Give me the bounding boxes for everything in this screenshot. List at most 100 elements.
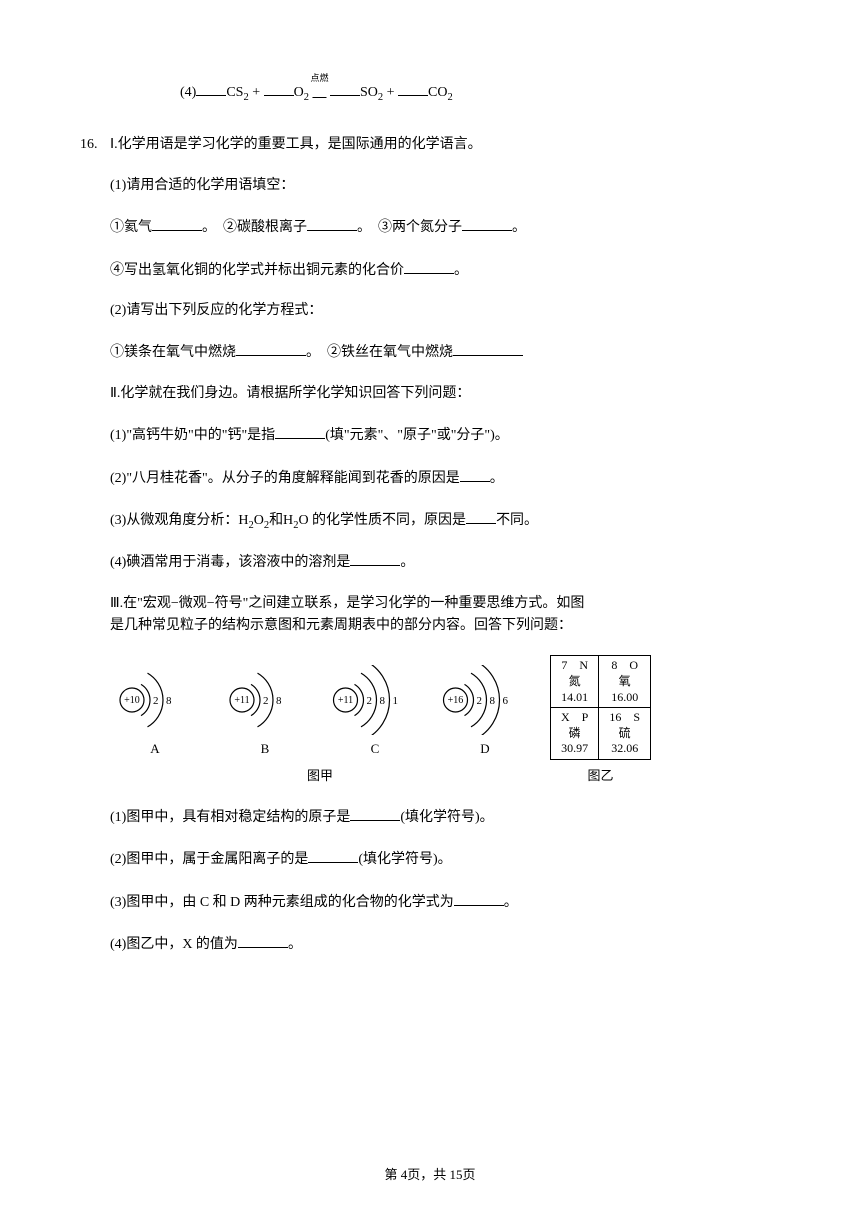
blank [275, 423, 325, 439]
blank [466, 508, 496, 524]
q16-2-4: (4)碘酒常用于消毒，该溶液中的溶剂是 。 [110, 550, 780, 574]
q16-1-2-label: (2)请写出下列反应的化学方程式： [110, 300, 780, 322]
item-text: 。 [400, 555, 414, 570]
pt-cell: 8 O氧16.00 [599, 656, 651, 708]
eq-p1: SO [360, 85, 378, 100]
pt-top: 7 N [561, 658, 588, 674]
pt-mid: 硫 [609, 726, 640, 742]
q16-3-2: (2)图甲中，属于金属阳离子的是(填化学符号)。 [110, 847, 780, 871]
pt-cell: 16 S硫32.06 [599, 708, 651, 760]
item-text: (3)从微观角度分析：H [110, 513, 248, 528]
svg-text:8: 8 [380, 695, 386, 707]
atom-label: C [371, 739, 380, 760]
item-text: ①氦气 [110, 220, 152, 235]
atom-figure-B: +1128B [220, 665, 310, 760]
pt-top: 8 O [609, 658, 640, 674]
item-text: ④写出氢氧化铜的化学式并标出铜元素的化合价 [110, 263, 404, 278]
atom-figure-D: +16 286 D [440, 665, 530, 760]
blank [308, 847, 358, 863]
atom-figure-C: +11 281 C [330, 665, 420, 760]
q16-1-2-items: ①镁条在氧气中燃烧 。 ②铁丝在氧气中燃烧 [110, 340, 780, 364]
q16-1-1-item4: ④写出氢氧化铜的化学式并标出铜元素的化合价。 [110, 258, 780, 282]
q16-3-4: (4)图乙中，X 的值为。 [110, 932, 780, 956]
svg-text:2: 2 [263, 695, 269, 707]
atom-label: A [150, 739, 159, 760]
item-text: (3)图甲中，由 C 和 D 两种元素组成的化合物的化学式为 [110, 895, 454, 910]
intro-line: 是几种常见粒子的结构示意图和元素周期表中的部分内容。回答下列问题： [110, 615, 780, 637]
item-text: 。 [512, 220, 526, 235]
item-text: ①镁条在氧气中燃烧 [110, 345, 236, 360]
atom-svg-D: +16 286 [440, 665, 530, 735]
item-text: 。 ②铁丝在氧气中燃烧 [306, 345, 453, 360]
pt-top: 16 S [609, 710, 640, 726]
page-footer: 第 4页，共 15页 [0, 1165, 860, 1186]
item-text: (填"元素"、"原子"或"分子")。 [325, 428, 509, 443]
caption-left: 图甲 [110, 766, 530, 787]
svg-text:+16: +16 [448, 695, 464, 706]
pt-cell: X P磷30.97 [551, 708, 599, 760]
blank [350, 550, 400, 566]
reaction-arrow: 点燃 [312, 82, 326, 104]
eq-plus: + [249, 85, 264, 100]
blank-coeff [398, 80, 428, 96]
svg-text:1: 1 [393, 695, 399, 707]
blank [236, 340, 306, 356]
equation-4: (4)CS2 + O2 点燃 SO2 + CO2 [80, 80, 780, 104]
svg-text:8: 8 [490, 695, 496, 707]
pt-bot: 14.01 [561, 690, 588, 706]
svg-text:+11: +11 [338, 695, 353, 706]
eq-r2-sub: 2 [304, 92, 309, 103]
q16-1-1-label: (1)请用合适的化学用语填空： [110, 175, 780, 197]
svg-text:2: 2 [477, 695, 483, 707]
atom-svg-A: +10 28 [110, 665, 200, 735]
caption-right: 图乙 [550, 766, 651, 787]
blank-coeff [264, 80, 294, 96]
eq-r1: CS [226, 85, 243, 100]
q16-3-3: (3)图甲中，由 C 和 D 两种元素组成的化合物的化学式为。 [110, 890, 780, 914]
blank-coeff [330, 80, 360, 96]
pt-bot: 32.06 [609, 741, 640, 757]
blank [453, 340, 523, 356]
item-text: 。 ②碳酸根离子 [202, 220, 307, 235]
pt-bot: 30.97 [561, 741, 588, 757]
item-text: (填化学符号)。 [400, 810, 493, 825]
item-text: (1)"高钙牛奶"中的"钙"是指 [110, 428, 275, 443]
blank [152, 215, 202, 231]
svg-text:2: 2 [153, 695, 159, 707]
pt-mid: 磷 [561, 726, 588, 742]
svg-text:+11: +11 [234, 695, 249, 706]
item-text: O [254, 513, 264, 528]
eq-r2: O [294, 85, 304, 100]
blank [404, 258, 454, 274]
section-3-intro: Ⅲ.在"宏观−微观−符号"之间建立联系，是学习化学的一种重要思维方式。如图 是几… [110, 593, 780, 638]
atom-label: D [480, 739, 489, 760]
blank [462, 215, 512, 231]
eq-p2: CO [428, 85, 447, 100]
svg-text:6: 6 [503, 695, 509, 707]
question-number: 16. [80, 134, 110, 156]
periodic-table-block: 7 N氮14.01 8 O氧16.00 X P磷30.97 16 S硫32.06… [550, 655, 651, 786]
blank [350, 805, 400, 821]
pt-cell: 7 N氮14.01 [551, 656, 599, 708]
svg-text:2: 2 [367, 695, 373, 707]
section-1-intro: Ⅰ.化学用语是学习化学的重要工具，是国际通用的化学语言。 [110, 137, 482, 152]
atom-figure-A: +10 28 A [110, 665, 200, 760]
q16-2-2: (2)"八月桂花香"。从分子的角度解释能闻到花香的原因是。 [110, 466, 780, 490]
atom-diagrams: +1028A+1128B+11281C+16286D 图甲 [110, 665, 530, 787]
section-2-intro: Ⅱ.化学就在我们身边。请根据所学化学知识回答下列问题： [110, 383, 780, 405]
item-text: (1)图甲中，具有相对稳定结构的原子是 [110, 810, 350, 825]
item-text: 不同。 [496, 513, 538, 528]
atom-label: B [261, 739, 270, 760]
item-text: 和H [269, 513, 293, 528]
periodic-table: 7 N氮14.01 8 O氧16.00 X P磷30.97 16 S硫32.06 [550, 655, 651, 760]
item-text: 。 [490, 471, 504, 486]
item-text: O 的化学性质不同，原因是 [298, 513, 466, 528]
item-text: (2)图甲中，属于金属阳离子的是 [110, 852, 308, 867]
figures-row: +1028A+1128B+11281C+16286D 图甲 7 N氮14.01 … [110, 655, 780, 786]
q16-1-1-items: ①氦气。 ②碳酸根离子。 ③两个氮分子。 [110, 215, 780, 239]
arrow-annotation: 点燃 [310, 71, 328, 85]
blank [454, 890, 504, 906]
item-text: (4)碘酒常用于消毒，该溶液中的溶剂是 [110, 555, 350, 570]
svg-text:+10: +10 [124, 695, 140, 706]
svg-text:8: 8 [166, 695, 172, 707]
